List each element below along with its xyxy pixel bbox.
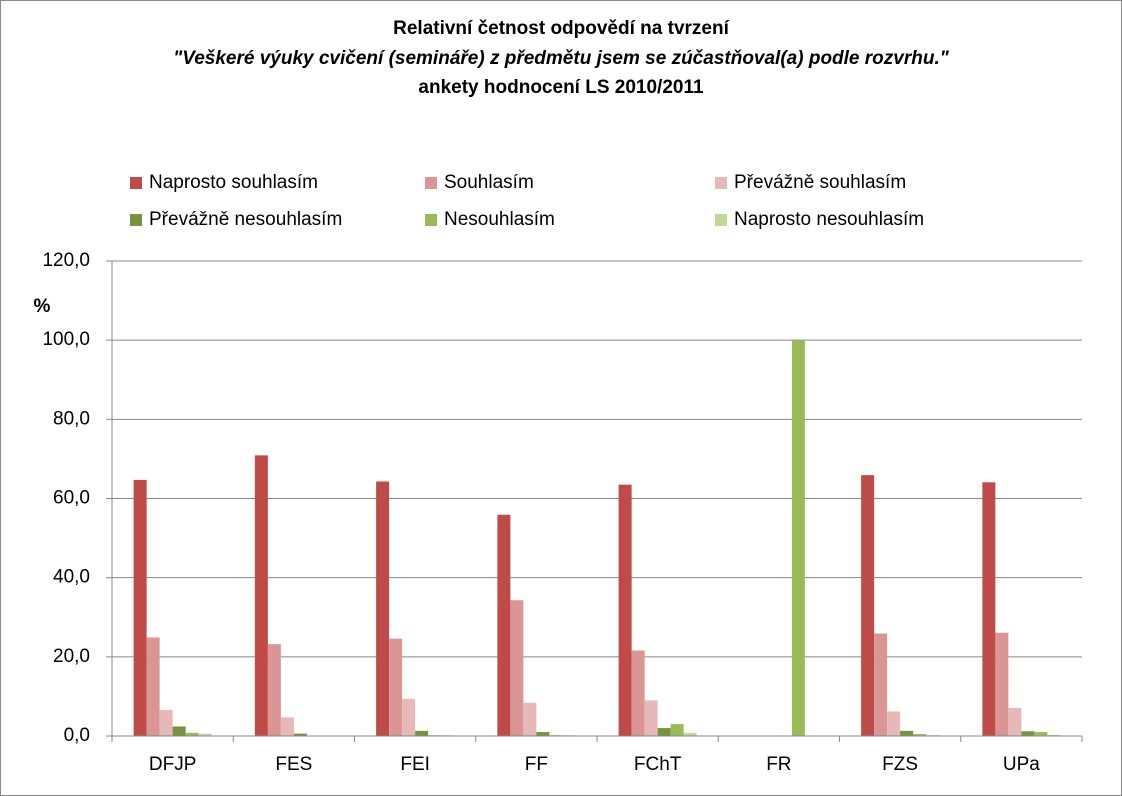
x-tick-label: FES — [275, 754, 312, 775]
legend-swatch — [425, 177, 437, 189]
legend-label: Naprosto souhlasím — [149, 172, 318, 193]
bar — [644, 700, 658, 736]
bar — [133, 479, 147, 736]
legend-swatch — [130, 214, 142, 226]
x-tick-label: FChT — [634, 754, 682, 775]
bar — [618, 484, 632, 736]
bar — [415, 730, 429, 736]
legend-swatch — [715, 177, 727, 189]
bar — [791, 340, 805, 736]
y-tick-label: 120,0 — [42, 250, 90, 271]
bar — [146, 637, 160, 736]
bar — [861, 475, 875, 736]
bar — [185, 732, 199, 736]
legend-label: Převážně souhlasím — [734, 172, 906, 193]
bar — [657, 728, 671, 736]
bar — [982, 482, 996, 736]
y-tick-label: 20,0 — [53, 646, 90, 667]
bar — [1034, 732, 1048, 736]
legend-label: Nesouhlasím — [444, 209, 555, 230]
bar — [683, 732, 697, 736]
x-tick-label: FEI — [400, 754, 430, 775]
bar — [913, 734, 927, 736]
x-tick-label: FZS — [882, 754, 918, 775]
chart-title: Relativní četnost odpovědí na tvrzení — [393, 18, 729, 39]
bar — [900, 730, 914, 736]
legend-swatch — [715, 214, 727, 226]
bar — [887, 711, 901, 736]
x-tick-label: FR — [766, 754, 791, 775]
legend-label: Naprosto nesouhlasím — [734, 209, 924, 230]
chart-caption: ankety hodnocení LS 2010/2011 — [418, 77, 704, 98]
bar — [389, 638, 403, 736]
bar — [874, 633, 888, 736]
bar — [523, 702, 537, 736]
bar — [1047, 734, 1061, 736]
bar — [497, 514, 511, 736]
x-tick-label: FF — [525, 754, 548, 775]
legend-label: Převážně nesouhlasím — [149, 209, 342, 230]
bar — [536, 732, 550, 736]
bar — [198, 733, 212, 736]
bar — [1021, 731, 1035, 736]
bar — [254, 455, 268, 736]
x-tick-label: DFJP — [149, 754, 197, 775]
bar — [402, 698, 416, 736]
legend-label: Souhlasím — [444, 172, 534, 193]
chart-subtitle: "Veškeré výuky cvičení (semináře) z před… — [173, 47, 949, 69]
bar — [280, 717, 294, 736]
y-tick-label: 40,0 — [53, 567, 90, 588]
bar — [376, 481, 390, 736]
x-tick-label: UPa — [1003, 754, 1040, 775]
bar — [172, 726, 186, 736]
bar — [995, 632, 1009, 736]
legend-swatch — [130, 177, 142, 189]
y-tick-label: 60,0 — [53, 488, 90, 509]
bar — [159, 709, 173, 736]
titles: Relativní četnost odpovědí na tvrzení "V… — [131, 14, 991, 103]
bar — [670, 724, 684, 736]
bar — [267, 644, 281, 736]
bar — [510, 600, 524, 736]
y-tick-label: 80,0 — [53, 408, 90, 429]
bar — [631, 650, 645, 736]
y-axis-label: % — [34, 296, 51, 317]
bar — [1008, 707, 1022, 736]
bar — [293, 733, 307, 736]
y-tick-label: 0,0 — [64, 725, 90, 746]
legend-swatch — [425, 214, 437, 226]
y-tick-label: 100,0 — [42, 329, 90, 350]
